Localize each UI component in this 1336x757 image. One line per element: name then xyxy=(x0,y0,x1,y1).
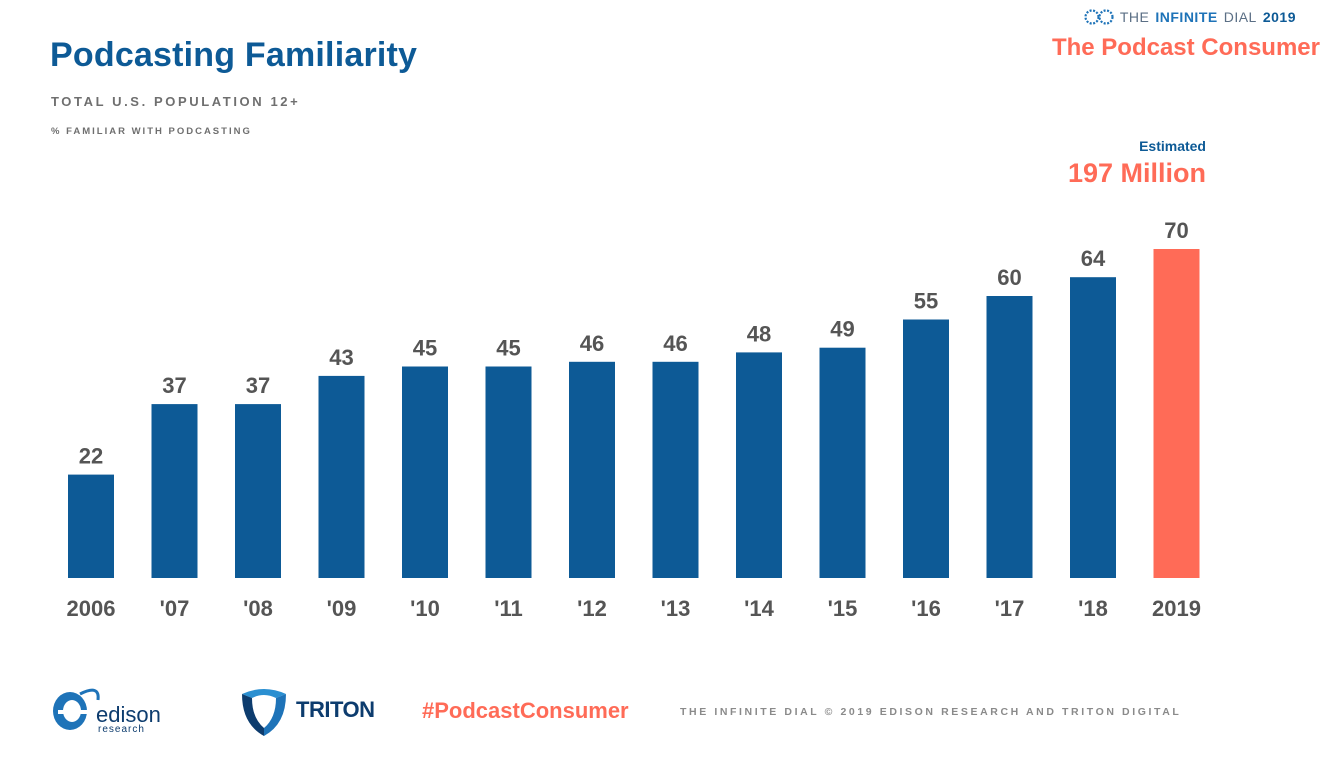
category-label-6: '12 xyxy=(577,596,607,621)
category-label-5: '11 xyxy=(494,596,523,621)
value-label-8: 48 xyxy=(747,321,771,346)
bar-7 xyxy=(652,361,699,578)
page-title: Podcasting Familiarity xyxy=(50,36,418,74)
bar-8 xyxy=(736,352,782,578)
category-label-0: 2006 xyxy=(67,596,116,621)
footer: edison research TRITON #PodcastConsumer … xyxy=(0,680,1336,740)
bar-12 xyxy=(1070,277,1116,578)
estimate-value: 197 Million xyxy=(1067,158,1206,188)
category-label-11: '17 xyxy=(995,596,1025,621)
bar-2 xyxy=(235,404,281,578)
estimate-label: Estimated xyxy=(1139,138,1206,154)
bar-1 xyxy=(151,404,198,578)
value-label-7: 46 xyxy=(663,331,687,356)
brand-header: THE INFINITE DIAL 2019 xyxy=(1084,8,1296,26)
category-label-12: '18 xyxy=(1078,596,1108,621)
bar-3 xyxy=(318,375,365,578)
value-label-1: 37 xyxy=(162,373,186,398)
category-label-10: '16 xyxy=(911,596,941,621)
value-label-12: 64 xyxy=(1081,246,1106,271)
bar-chart: 22 2006 37 '07 37 '08 43 '09 45 '10 45 '11 46 '12 46 '1… xyxy=(67,218,1201,621)
value-label-6: 46 xyxy=(580,331,604,356)
category-label-7: '13 xyxy=(661,596,691,621)
bar-13 xyxy=(1153,249,1200,578)
category-label-13: 2019 xyxy=(1152,596,1201,621)
category-label-2: '08 xyxy=(243,596,273,621)
brand-suffix: DIAL xyxy=(1223,9,1257,25)
category-label-1: '07 xyxy=(160,596,190,621)
value-label-11: 60 xyxy=(997,265,1021,290)
triton-logo-icon xyxy=(242,689,286,736)
value-label-3: 43 xyxy=(329,345,353,370)
triton-wordmark: TRITON xyxy=(296,697,375,722)
hashtag: #PodcastConsumer xyxy=(422,698,629,723)
brand-name: INFINITE xyxy=(1155,9,1218,25)
value-label-4: 45 xyxy=(413,336,437,361)
report-name: The Podcast Consumer xyxy=(1051,34,1320,61)
measure-subtitle: % FAMILIAR WITH PODCASTING xyxy=(51,126,252,137)
bar-10 xyxy=(903,319,949,578)
edison-logo-icon xyxy=(53,688,100,730)
category-label-8: '14 xyxy=(744,596,774,621)
bar-5 xyxy=(485,366,532,578)
value-label-13: 70 xyxy=(1164,218,1188,243)
value-label-2: 37 xyxy=(246,373,270,398)
brand-year: 2019 xyxy=(1262,9,1296,25)
value-label-9: 49 xyxy=(830,317,854,342)
infinite-dial-logo-icon xyxy=(1084,9,1114,25)
bar-4 xyxy=(402,366,448,578)
edison-wordmark: edison xyxy=(96,702,161,727)
bar-0 xyxy=(68,474,114,578)
category-label-3: '09 xyxy=(327,596,357,621)
bar-9 xyxy=(819,347,866,578)
bar-6 xyxy=(569,361,615,578)
category-label-9: '15 xyxy=(828,596,858,621)
edison-subword: research xyxy=(98,724,145,735)
value-label-5: 45 xyxy=(496,336,520,361)
brand-prefix: THE xyxy=(1119,9,1150,25)
value-label-0: 22 xyxy=(79,444,103,469)
copyright-notice: THE INFINITE DIAL © 2019 EDISON RESEARCH… xyxy=(680,706,1182,718)
bar-11 xyxy=(986,296,1033,578)
value-label-10: 55 xyxy=(914,289,938,314)
category-label-4: '10 xyxy=(410,596,440,621)
population-subtitle: TOTAL U.S. POPULATION 12+ xyxy=(51,94,301,109)
